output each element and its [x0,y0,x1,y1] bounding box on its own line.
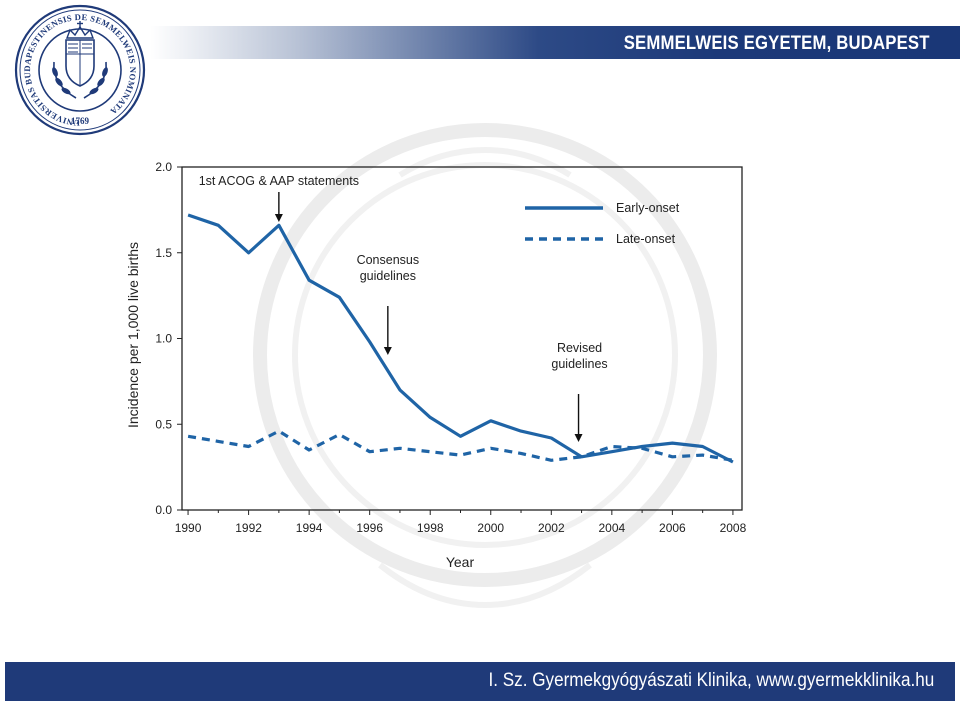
y-tick-label: 1.5 [155,246,172,260]
y-axis-title: Incidence per 1,000 live births [125,242,141,428]
footer-band [5,662,955,701]
chart-axes: 0.0 0.5 1.0 1.5 2.0 1990 1992 1994 1996 1998 2000 2… [155,160,746,535]
x-tick-label: 1998 [417,521,444,535]
y-tick-label: 1.0 [155,332,172,346]
legend-label: Late-onset [616,232,676,246]
annotation-label: guidelines [360,269,416,283]
series-line-late-onset [187,429,734,462]
line-chart: 0.0 0.5 1.0 1.5 2.0 1990 1992 1994 1996 1998 2000 2… [125,160,747,570]
university-seal-logo: UNIVERSITAS BUDAPESTINENSIS DE SEMMELWEI… [14,4,146,136]
watermark-seal [253,123,717,609]
x-tick-label: 1996 [356,521,383,535]
logo-year: 1769 [71,116,90,126]
x-axis-title: Year [446,554,475,570]
x-tick-label: 2002 [538,521,565,535]
y-tick-label: 0.5 [155,417,172,431]
y-tick-label: 2.0 [155,160,172,174]
x-tick-label: 1990 [175,521,202,535]
annotation-arrowhead [383,347,392,355]
x-tick-label: 2008 [720,521,747,535]
x-tick-label: 1992 [235,521,262,535]
plot-frame [181,166,743,511]
annotation-label: 1st ACOG & AAP statements [199,174,359,188]
chart-series-layer [187,213,734,464]
annotation-arrowhead [274,214,283,222]
chart-legend: Early-onset Late-onset [525,201,680,246]
legend-label: Early-onset [616,201,680,215]
chart-annotations: 1st ACOG & AAP statements Consensus guidel… [199,174,608,442]
annotation-label: Consensus [357,253,420,267]
footer-text: I. Sz. Gyermekgyógyászati Klinika, www.g… [488,670,934,691]
header-band [150,26,960,59]
series-line-early-onset [187,213,734,464]
annotation-label: guidelines [551,357,607,371]
x-tick-label: 2004 [598,521,625,535]
header-title: SEMMELWEIS EGYETEM, BUDAPEST [624,33,930,54]
x-tick-label: 2000 [477,521,504,535]
annotation-arrowhead [574,434,583,442]
annotation-label: Revised [557,341,602,355]
y-tick-label: 0.0 [155,503,172,517]
x-tick-label: 1994 [296,521,323,535]
x-tick-label: 2006 [659,521,686,535]
